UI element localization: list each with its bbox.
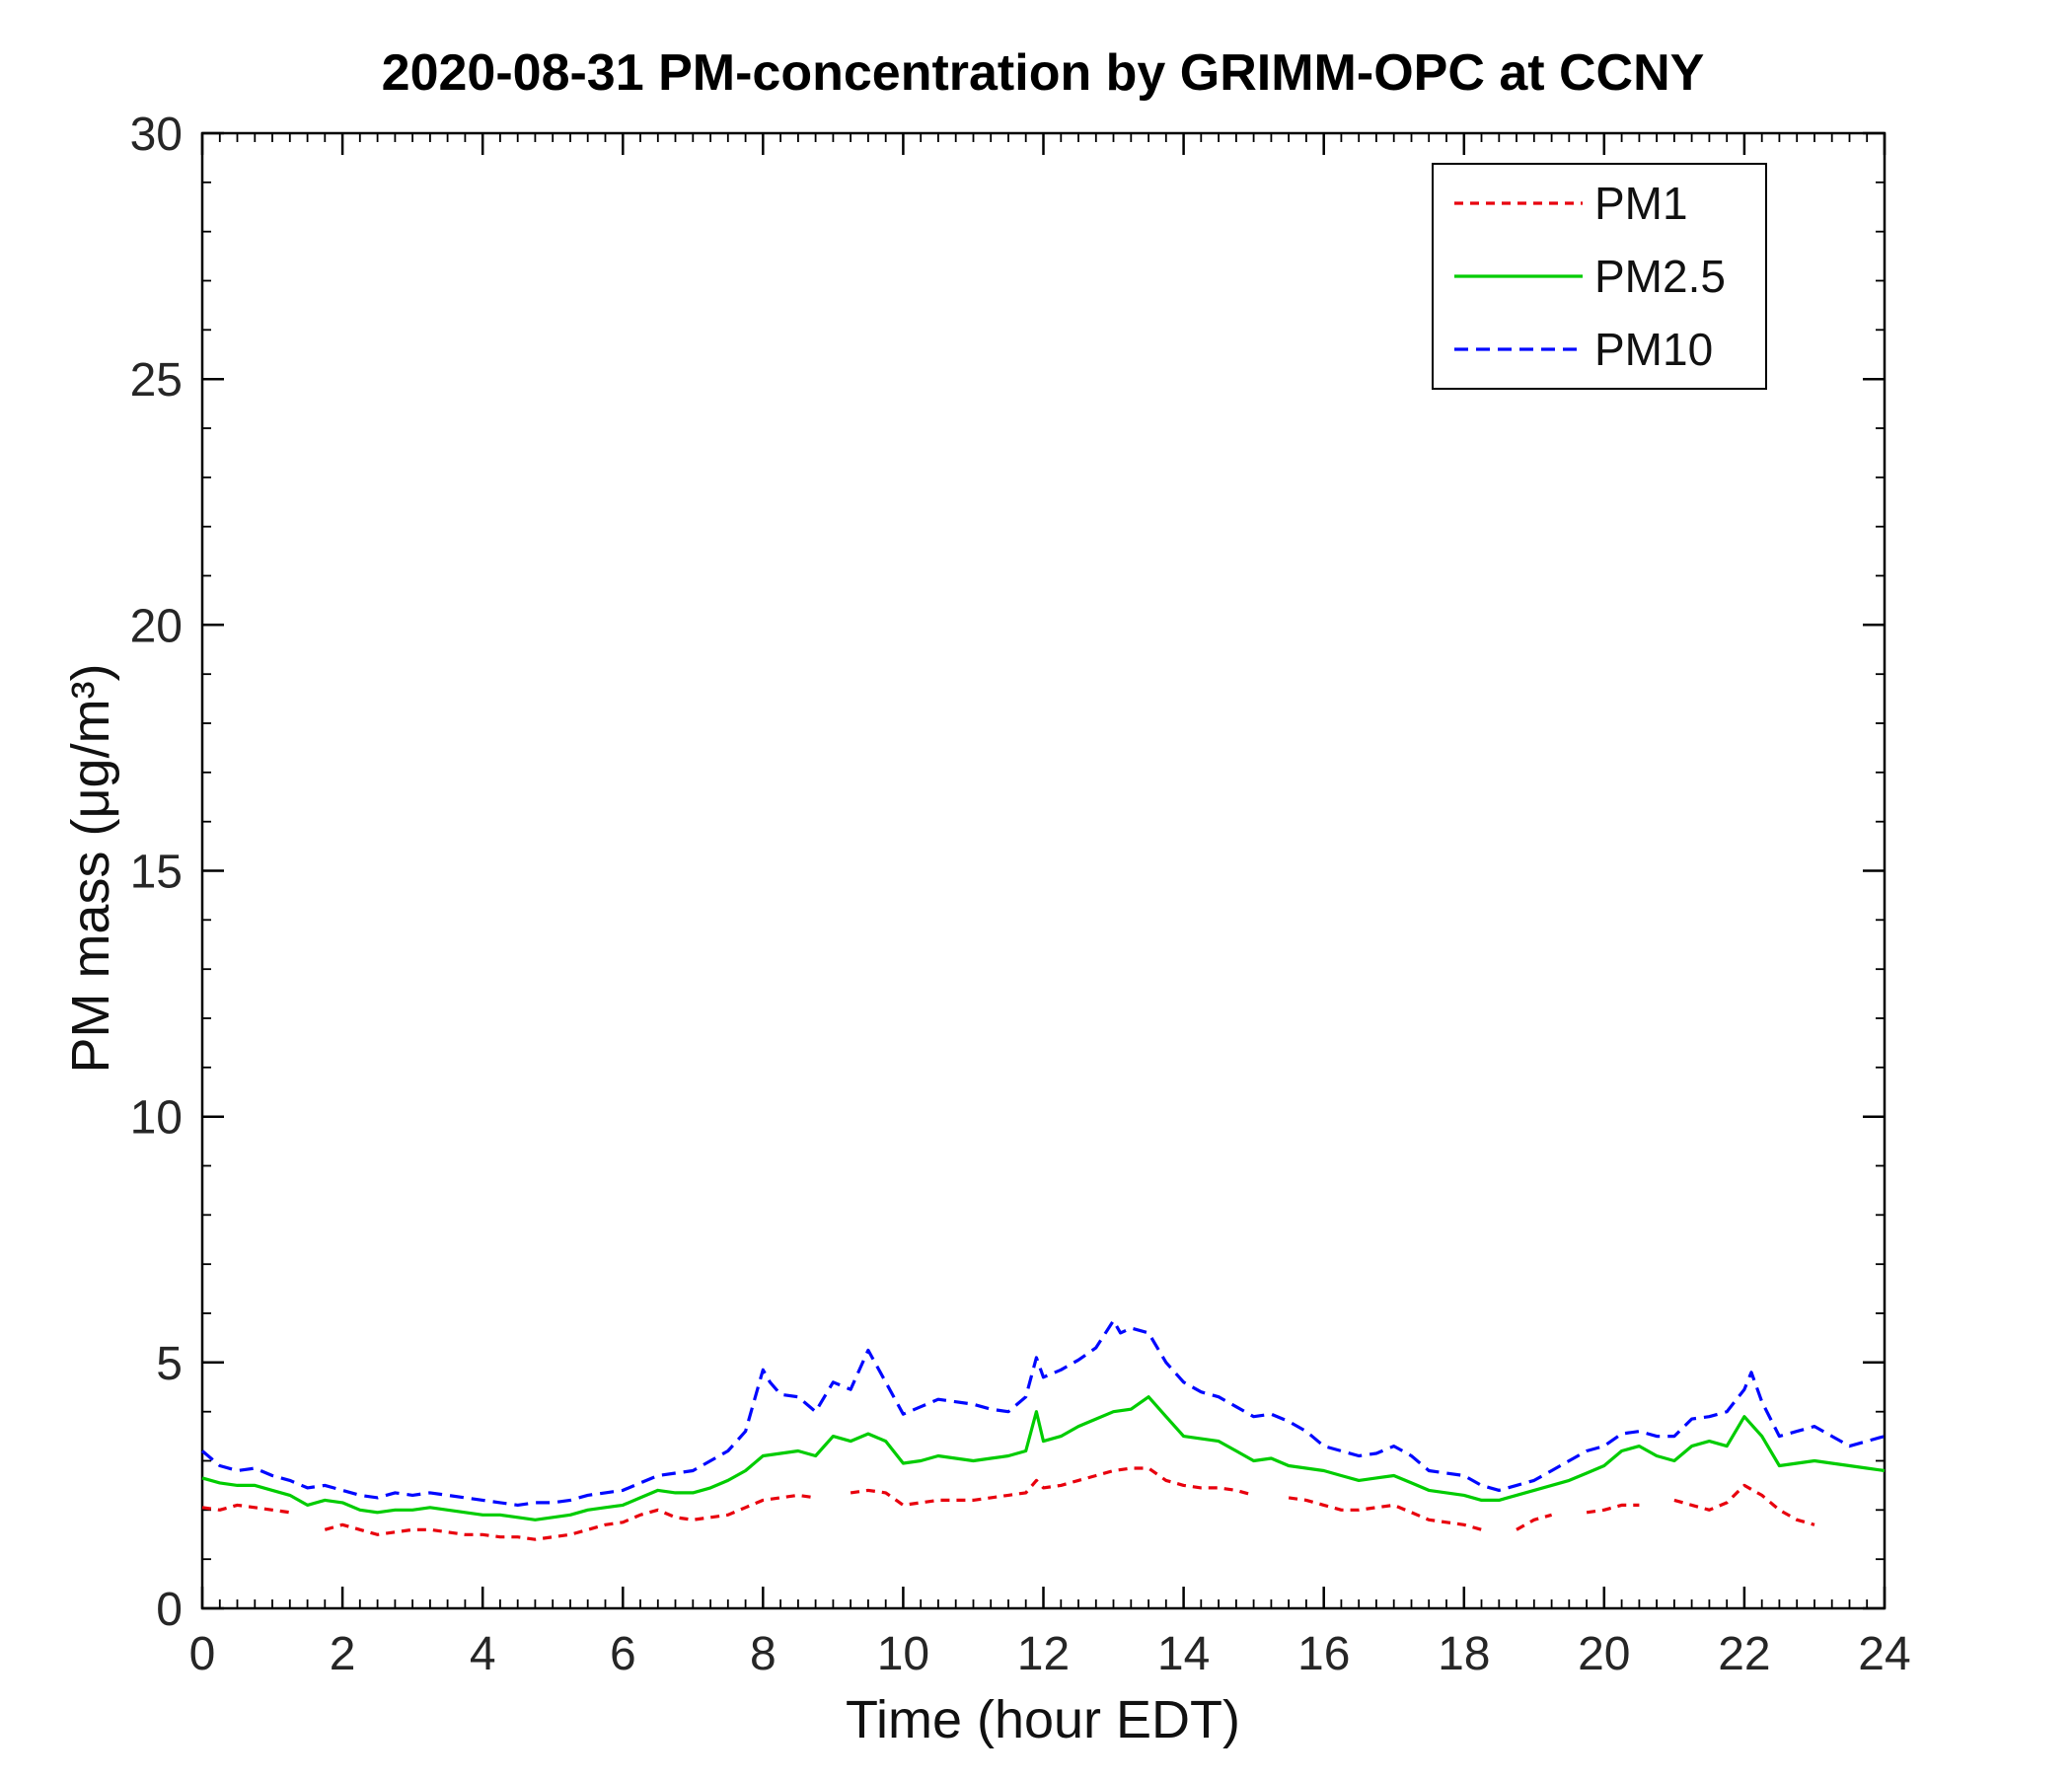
series-line-pm1	[850, 1466, 1255, 1508]
chart-title: 2020-08-31 PM-concentration by GRIMM-OPC…	[381, 44, 1705, 102]
x-tick-label: 22	[1718, 1628, 1770, 1680]
series-line-pm1	[324, 1493, 816, 1541]
y-tick-label: 0	[156, 1584, 183, 1636]
x-tick-label: 24	[1858, 1628, 1910, 1680]
x-tick-label: 8	[750, 1628, 777, 1680]
y-tick-label: 30	[130, 109, 183, 161]
x-tick-label: 2	[330, 1628, 356, 1680]
series-line-pm1	[1586, 1503, 1640, 1515]
series-line-pm1	[201, 1503, 291, 1515]
x-tick-label: 12	[1017, 1628, 1070, 1680]
y-tick-label: 10	[130, 1092, 183, 1145]
x-tick-label: 4	[470, 1628, 496, 1680]
y-tick-label: 20	[130, 600, 183, 652]
series-line-pm1	[1288, 1496, 1482, 1531]
x-tick-label: 10	[877, 1628, 929, 1680]
legend-label-pm2-5: PM2.5	[1594, 251, 1726, 302]
series-line-pm10	[200, 1318, 1886, 1508]
y-axis-label: PM mass (μg/m³)	[61, 663, 120, 1074]
legend-label-pm1: PM1	[1594, 178, 1688, 229]
y-tick-label: 25	[130, 354, 183, 407]
x-tick-label: 18	[1438, 1628, 1490, 1680]
y-tick-label: 15	[130, 847, 183, 899]
series-line-pm1	[1673, 1483, 1815, 1526]
legend-label-pm10: PM10	[1594, 324, 1713, 375]
x-tick-label: 20	[1578, 1628, 1630, 1680]
x-tick-label: 16	[1297, 1628, 1350, 1680]
x-tick-label: 6	[610, 1628, 636, 1680]
x-tick-label: 14	[1157, 1628, 1210, 1680]
series-line-pm1	[1516, 1513, 1553, 1531]
y-tick-label: 5	[156, 1338, 183, 1390]
x-tick-label: 0	[189, 1628, 216, 1680]
x-axis-label: Time (hour EDT)	[845, 1690, 1241, 1749]
series-line-pm2-5	[201, 1395, 1886, 1521]
